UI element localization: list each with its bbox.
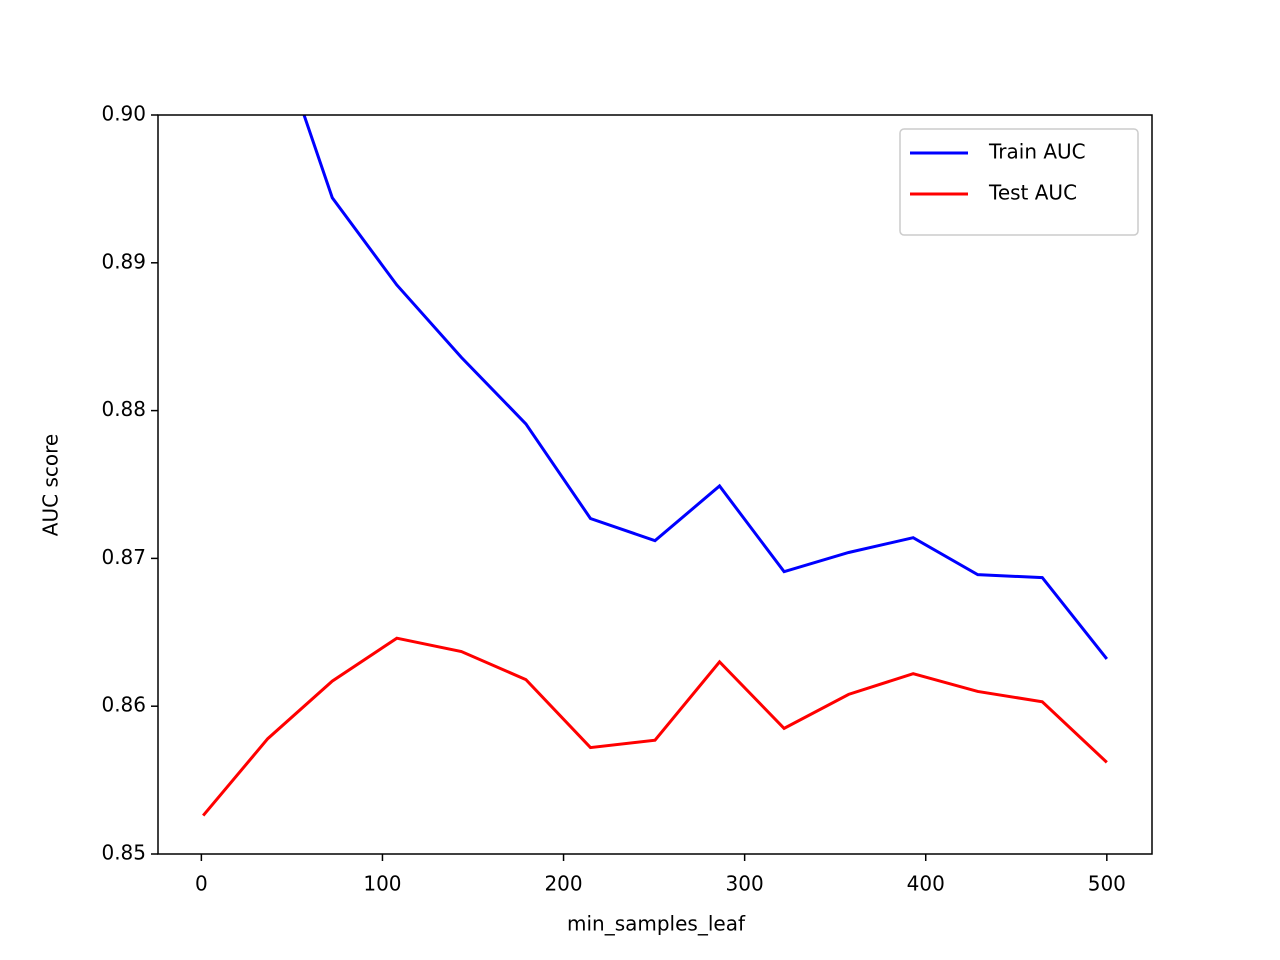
y-tick-label: 0.88 bbox=[101, 397, 146, 421]
y-tick-label: 0.89 bbox=[101, 249, 146, 273]
y-axis-label: AUC score bbox=[39, 434, 63, 536]
data-line bbox=[302, 115, 1108, 660]
axes-frame bbox=[157, 114, 1153, 855]
x-axis-label: min_samples_leaf bbox=[567, 912, 746, 936]
legend-label: Train AUC bbox=[988, 140, 1086, 164]
plot-area bbox=[202, 115, 1108, 817]
x-tick-label: 400 bbox=[907, 872, 945, 896]
y-tick-label: 0.86 bbox=[101, 693, 146, 717]
legend-label: Test AUC bbox=[988, 181, 1077, 205]
legend-box bbox=[899, 128, 1139, 236]
x-tick-label: 300 bbox=[726, 872, 764, 896]
y-tick-label: 0.87 bbox=[101, 545, 146, 569]
x-tick-label: 0 bbox=[195, 872, 208, 896]
x-tick-label: 500 bbox=[1088, 872, 1126, 896]
x-tick-label: 200 bbox=[544, 872, 582, 896]
data-line bbox=[202, 636, 1108, 817]
x-tick-label: 100 bbox=[363, 872, 401, 896]
y-tick-label: 0.90 bbox=[101, 102, 146, 126]
y-tick-label: 0.85 bbox=[101, 841, 146, 865]
